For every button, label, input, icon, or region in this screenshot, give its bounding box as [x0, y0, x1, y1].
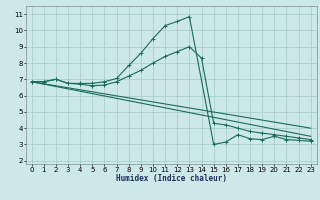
X-axis label: Humidex (Indice chaleur): Humidex (Indice chaleur) — [116, 174, 227, 183]
